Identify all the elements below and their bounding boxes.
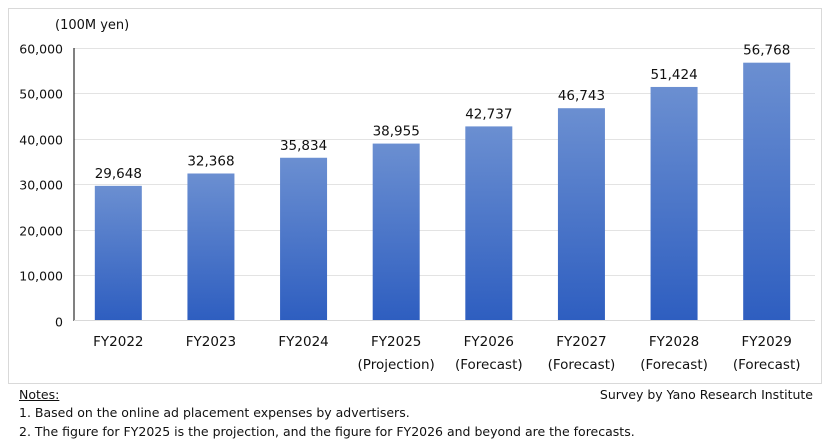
data-label: 35,834 — [280, 138, 327, 154]
x-tick-label: FY2022 — [93, 334, 143, 350]
data-label: 32,368 — [187, 153, 234, 169]
data-label: 56,768 — [743, 43, 790, 59]
x-tick-label: FY2026 — [464, 334, 514, 350]
y-tick-label: 60,000 — [19, 42, 63, 57]
x-tick-label: FY2024 — [278, 334, 328, 350]
source-credit: Survey by Yano Research Institute — [599, 387, 813, 402]
x-tick-label: FY2028 — [649, 334, 699, 350]
x-tick-label: FY2023 — [186, 334, 236, 350]
bar — [650, 86, 698, 321]
x-tick-label: (Forecast) — [733, 357, 801, 373]
x-tick-label: (Forecast) — [455, 357, 523, 373]
y-tick-label: 0 — [55, 315, 63, 330]
x-tick-label: (Forecast) — [640, 357, 708, 373]
data-label: 51,424 — [650, 67, 697, 83]
bar — [372, 143, 420, 321]
x-tick-label: (Projection) — [358, 357, 435, 373]
bar — [743, 62, 791, 321]
data-label: 29,648 — [95, 166, 142, 182]
x-tick-label: FY2025 — [371, 334, 421, 350]
x-tick-label: (Forecast) — [548, 357, 616, 373]
chart-frame — [8, 8, 822, 384]
y-axis-unit-label: (100M yen) — [55, 18, 129, 33]
y-tick-label: 10,000 — [19, 269, 63, 284]
x-tick-label: FY2027 — [556, 334, 606, 350]
data-label: 38,955 — [373, 124, 420, 140]
note-item: 1. Based on the online ad placement expe… — [19, 405, 410, 420]
bar — [557, 108, 605, 321]
y-tick-label: 50,000 — [19, 87, 63, 102]
bar — [465, 126, 513, 321]
x-tick-label: FY2029 — [742, 334, 792, 350]
bar — [187, 173, 235, 321]
y-tick-label: 30,000 — [19, 178, 63, 193]
y-tick-label: 20,000 — [19, 224, 63, 239]
bar — [280, 157, 328, 321]
data-label: 46,743 — [558, 88, 605, 104]
data-label: 42,737 — [465, 106, 512, 122]
note-item: 2. The figure for FY2025 is the projecti… — [19, 424, 635, 439]
notes-heading: Notes: — [19, 387, 60, 402]
bar — [94, 185, 142, 321]
y-tick-label: 40,000 — [19, 133, 63, 148]
